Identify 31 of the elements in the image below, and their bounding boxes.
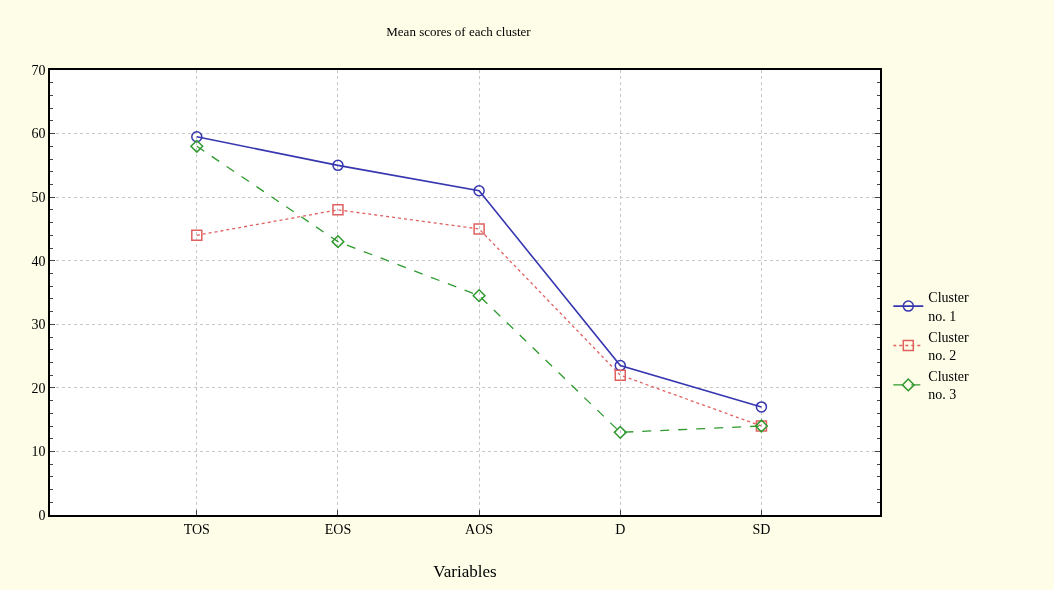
chart-title: Mean scores of each cluster [386,23,532,39]
legend-label: Cluster no. 2 [928,329,970,364]
x-tick-label: TOS [183,521,210,537]
point [473,185,485,197]
y-tick-label: 60 [31,126,46,142]
y-tick-label: 0 [38,507,46,523]
x-tick-label: AOS [465,521,494,537]
x-tick-label: EOS [324,521,352,537]
point [191,229,203,242]
point [191,131,203,143]
x-axis-title: Variables [433,562,497,582]
point [472,289,486,303]
point [332,159,344,172]
point [614,359,627,372]
legend-label: Cluster no. 3 [928,369,970,403]
point [473,223,485,235]
x-tick-label: SD [752,521,771,537]
point [755,401,768,413]
y-tick-label: 10 [31,444,46,460]
point [190,139,204,153]
point [331,235,345,249]
y-tick-label: 50 [31,190,46,206]
legend-label: Cluster no. 1 [928,290,970,324]
y-tick-label: 70 [31,62,46,78]
x-tick-label: D [615,521,626,537]
y-tick-label: 40 [31,253,46,269]
point [613,425,627,439]
point [332,204,344,216]
y-tick-label: 20 [31,380,46,396]
y-tick-label: 30 [31,317,46,333]
point [614,369,627,381]
